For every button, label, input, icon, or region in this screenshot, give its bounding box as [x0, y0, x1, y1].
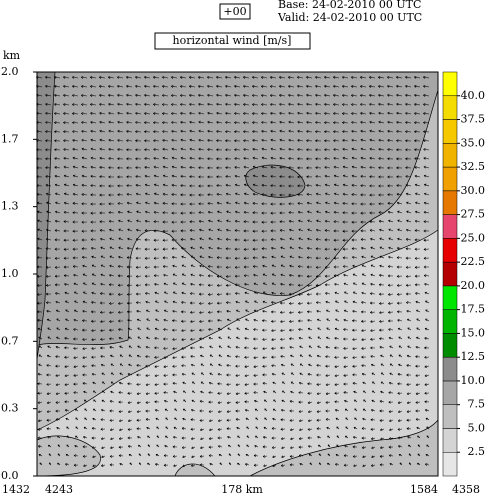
colorbar-tick-label: 25.0 — [461, 231, 486, 244]
colorbar-band — [443, 310, 457, 334]
colorbar-tick-label: 17.5 — [461, 303, 486, 316]
y-tick-label: 1.7 — [1, 132, 19, 145]
colorbar-band — [443, 357, 457, 381]
colorbar-tick-label: 37.5 — [461, 113, 486, 126]
colorbar-tick-label: 22.5 — [461, 255, 486, 268]
x-label: 4243 — [45, 483, 73, 496]
colorbar-tick-label: 35.0 — [461, 136, 486, 149]
colorbar-band — [443, 120, 457, 144]
x-label: 1584 — [410, 483, 438, 496]
colorbar-band — [443, 215, 457, 239]
colorbar-tick-label: 2.5 — [468, 445, 486, 458]
y-tick-label: 0.7 — [1, 334, 19, 347]
x-label: 1432 — [2, 483, 30, 496]
colorbar-tick-label: 20.0 — [461, 279, 486, 292]
colorbar-band — [443, 405, 457, 429]
colorbar-tick-label: 32.5 — [461, 160, 486, 173]
colorbar-band — [443, 286, 457, 310]
colorbar-band — [443, 191, 457, 215]
colorbar-tick-label: 5.0 — [468, 421, 486, 434]
colorbar-band — [443, 452, 457, 476]
colorbar-band — [443, 96, 457, 120]
y-axis-label: km — [3, 49, 21, 62]
y-tick-label: 2.0 — [1, 65, 19, 78]
colorbar-tick-label: 12.5 — [461, 350, 486, 363]
colorbar-tick-label: 7.5 — [468, 398, 486, 411]
colorbar-tick-label: 10.0 — [461, 374, 486, 387]
y-tick-label: 0.3 — [1, 402, 19, 415]
colorbar-tick-label: 40.0 — [461, 89, 486, 102]
base-time: Base: 24-02-2010 00 UTC — [278, 0, 421, 11]
colorbar-band — [443, 143, 457, 167]
colorbar-band — [443, 262, 457, 286]
colorbar-band — [443, 428, 457, 452]
forecast-step: +00 — [223, 5, 246, 18]
colorbar-band — [443, 167, 457, 191]
x-label: 4358 — [452, 483, 480, 496]
colorbar-tick-label: 15.0 — [461, 326, 486, 339]
plot-field — [37, 72, 438, 476]
x-label: 178 km — [221, 483, 263, 496]
colorbar-tick-label: 30.0 — [461, 184, 486, 197]
x-labels: 1432 4243 178 km 1584 4358 — [2, 483, 480, 496]
colorbar-band — [443, 72, 457, 96]
valid-time: Valid: 24-02-2010 00 UTC — [277, 11, 422, 24]
colorbar-band — [443, 381, 457, 405]
colorbar-band — [443, 333, 457, 357]
chart-title: horizontal wind [m/s] — [173, 34, 292, 47]
y-tick-label: 1.0 — [1, 267, 19, 280]
y-tick-label: 1.3 — [1, 200, 19, 213]
colorbar-tick-label: 27.5 — [461, 208, 486, 221]
colorbar-band — [443, 238, 457, 262]
y-tick-label: 0.0 — [1, 469, 19, 482]
